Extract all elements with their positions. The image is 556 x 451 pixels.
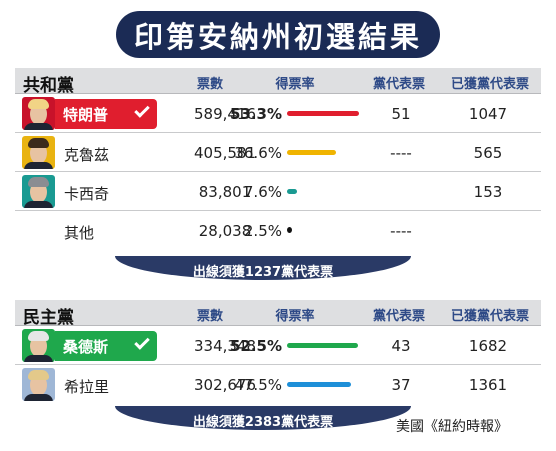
candidate-row-others: 其他 28,038 2.5% ---- (64, 222, 412, 242)
vote-share-bar (287, 382, 351, 387)
vote-share-bar (287, 227, 292, 233)
vote-count: 589,416 (193, 105, 257, 123)
total-delegates: 1361 (468, 376, 508, 394)
percent-column-header: 得票率 (275, 77, 315, 92)
vote-count: 334,348 (193, 337, 257, 355)
democratic-header-row: 民主黨 票數 得票率 黨代表票 已獲黨代表票 (15, 300, 541, 328)
candidate-name: 桑德斯 (63, 337, 109, 356)
candidate-row-sanders: 桑德斯 334,348 52.5% 43 1682 (15, 326, 541, 365)
winner-badge: 特朗普 (55, 99, 157, 129)
republican-threshold-banner: 出線須獲1237黨代表票 (115, 256, 411, 280)
sanders-portrait-icon (22, 329, 55, 362)
kasich-portrait-icon (22, 175, 55, 208)
chart-title: 印第安納州初選結果 (116, 11, 440, 58)
total-delegates-column-header: 已獲黨代表票 (450, 309, 530, 324)
source-credit: 美國《紐約時報》 (396, 419, 508, 435)
delegates-column-header: 黨代表票 (372, 309, 426, 324)
checkmark-icon (134, 334, 150, 350)
clinton-portrait-icon (22, 368, 55, 401)
candidate-row-trump: 特朗普 589,416 53.3% 51 1047 (15, 94, 541, 133)
checkmark-icon (134, 102, 150, 118)
trump-portrait-icon (22, 97, 55, 130)
total-delegates: 1047 (468, 105, 508, 123)
candidate-name: 其他 (64, 224, 95, 242)
candidate-name: 特朗普 (63, 105, 109, 124)
candidate-row-kasich: 卡西奇 83,801 7.6% 153 (15, 172, 541, 211)
vote-count: 83,801 (198, 183, 252, 201)
democratic-threshold-banner: 出線須獲2383黨代表票 (115, 406, 411, 430)
vote-share-bar (287, 343, 358, 348)
vote-share-bar (287, 150, 336, 155)
candidate-row-clinton: 希拉里 302,676 47.5% 37 1361 (15, 365, 541, 404)
votes-column-header: 票數 (196, 309, 224, 324)
candidate-name: 希拉里 (64, 378, 110, 396)
republican-table: 共和黨 票數 得票率 黨代表票 已獲黨代表票 特朗普 589,416 53.3%… (15, 68, 541, 250)
candidate-name: 克魯茲 (64, 146, 110, 164)
delegates-column-header: 黨代表票 (372, 77, 426, 92)
cruz-portrait-icon (22, 136, 55, 169)
candidate-name: 卡西奇 (64, 185, 110, 203)
republican-header-row: 共和黨 票數 得票率 黨代表票 已獲黨代表票 (15, 68, 541, 96)
winner-badge: 桑德斯 (55, 331, 157, 361)
democratic-party-label: 民主黨 (23, 308, 74, 328)
total-delegates: 565 (473, 144, 503, 162)
vote-share-bar (287, 111, 359, 116)
vote-count: 28,038 (198, 222, 252, 240)
delegate-votes: ---- (390, 144, 412, 162)
vote-count: 302,676 (193, 376, 257, 394)
delegate-votes: 37 (391, 376, 411, 394)
total-delegates: 153 (473, 183, 503, 201)
vote-count: 405,581 (193, 144, 257, 162)
percent-column-header: 得票率 (275, 309, 315, 324)
republican-party-label: 共和黨 (23, 76, 74, 96)
votes-column-header: 票數 (196, 77, 224, 92)
total-delegates-column-header: 已獲黨代表票 (450, 77, 530, 92)
candidate-row-cruz: 克魯茲 405,581 36.6% ---- 565 (15, 133, 541, 172)
delegate-votes: ---- (390, 222, 412, 240)
delegate-votes: 43 (391, 337, 411, 355)
vote-share-bar (287, 189, 297, 194)
delegate-votes: 51 (391, 105, 411, 123)
total-delegates: 1682 (468, 337, 508, 355)
democratic-table: 民主黨 票數 得票率 黨代表票 已獲黨代表票 桑德斯 334,348 52.5%… (15, 300, 541, 404)
